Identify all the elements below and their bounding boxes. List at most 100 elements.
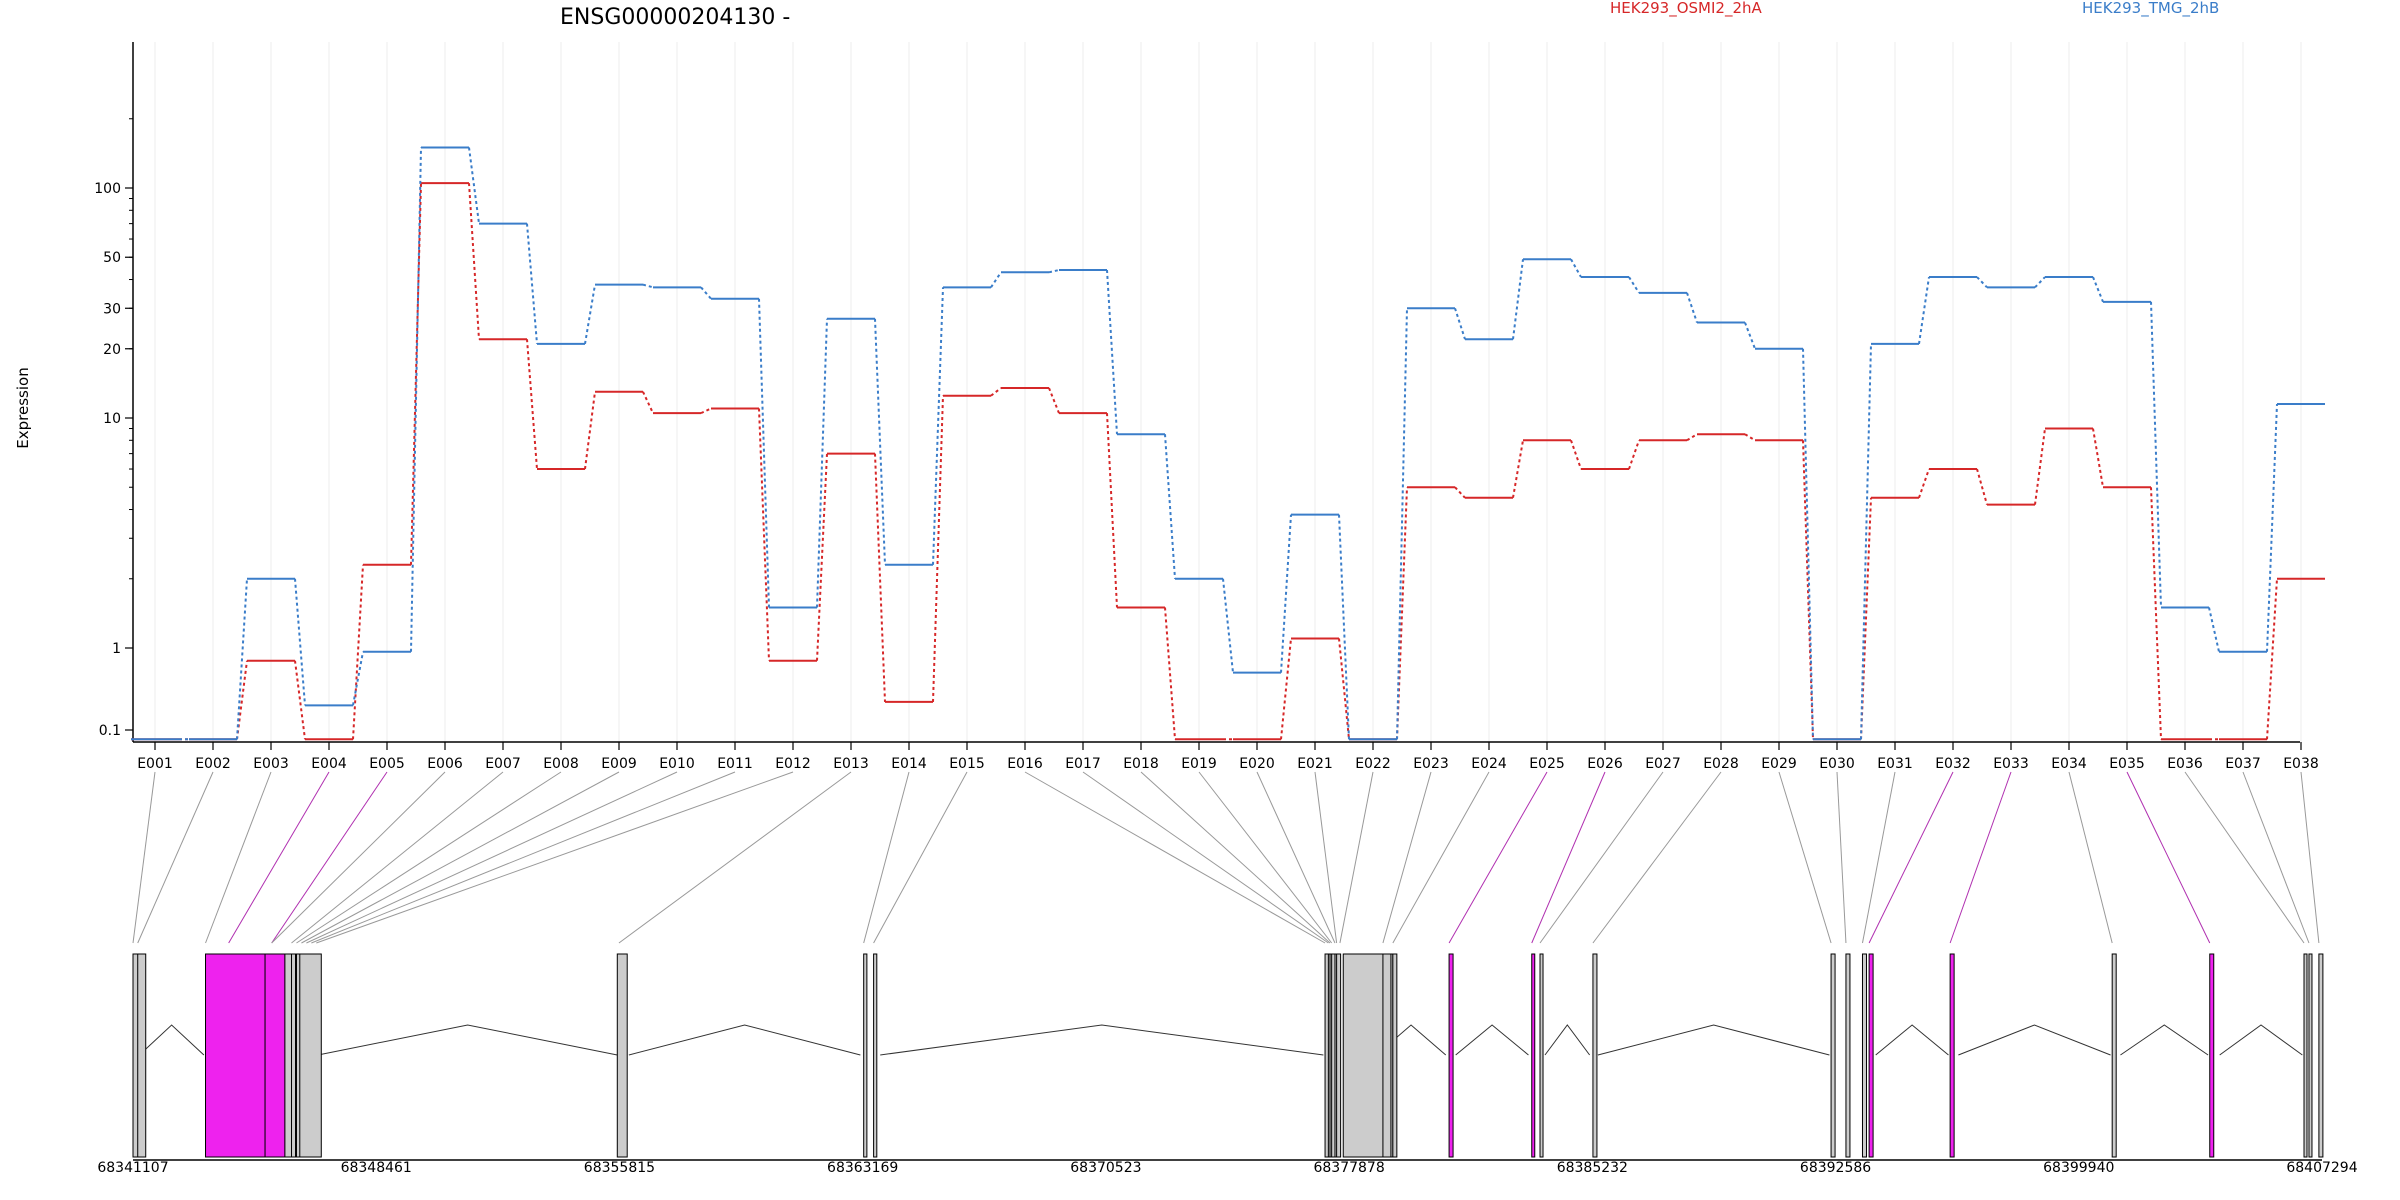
series-connector [2266, 403, 2278, 652]
series-connector [2150, 301, 2162, 608]
series-connector [294, 578, 306, 706]
x-tick-label: E032 [1935, 756, 1971, 772]
exon-connector [271, 771, 446, 944]
genomic-coordinate-label: 68385232 [1557, 1160, 1628, 1176]
x-tick-label: E024 [1471, 756, 1507, 772]
series-connector [584, 391, 596, 470]
x-tick-label: E012 [775, 756, 811, 772]
exon-box [2303, 953, 2308, 1158]
series-connector [1454, 307, 1466, 340]
series-connector [1628, 276, 1640, 294]
exon-box [1539, 953, 1544, 1158]
y-tick-label: 100 [94, 181, 121, 197]
x-tick-label: E013 [833, 756, 869, 772]
exon-box [264, 953, 286, 1158]
series-connector [1628, 439, 1640, 470]
x-tick-label: E002 [195, 756, 231, 772]
series-connector [1106, 269, 1118, 435]
y-tick-label: 50 [103, 250, 121, 266]
axes: 0.1 1 10 20 30 50 100 E001 E002 E003 E004 E005 E006 E… [94, 42, 2319, 772]
exon-connector [316, 771, 794, 944]
genomic-coordinate-label: 68363169 [827, 1160, 898, 1176]
intron-chevron [1597, 1024, 1830, 1056]
series-connector [816, 318, 828, 608]
exon-connector [1392, 771, 1490, 944]
x-tick-label: E003 [253, 756, 289, 772]
series-connector [1512, 440, 1524, 498]
series-connector [932, 395, 944, 702]
exon-connector [2126, 771, 2211, 944]
y-tick-label: 30 [103, 301, 121, 317]
series-connector [2034, 276, 2046, 289]
exon-connector [296, 771, 562, 944]
y-tick-label: 1 [112, 641, 121, 657]
x-tick-label: E016 [1007, 756, 1043, 772]
x-tick-label: E007 [485, 756, 521, 772]
x-tick-label: E031 [1877, 756, 1913, 772]
x-tick-label: E021 [1297, 756, 1333, 772]
series-connector [1802, 440, 1814, 740]
series-connector [294, 660, 306, 740]
x-tick-label: E029 [1761, 756, 1797, 772]
x-tick-label: E018 [1123, 756, 1159, 772]
intron-chevron [1544, 1024, 1591, 1056]
series-connector [932, 287, 944, 565]
series-connector [2266, 578, 2278, 740]
series-connector [1918, 276, 1930, 345]
exon-connector [1140, 771, 1331, 944]
series-connector [1280, 638, 1292, 740]
x-tick-label: E025 [1529, 756, 1565, 772]
series-connector [1280, 514, 1292, 673]
exon-box [1382, 953, 1392, 1158]
exon-box [1949, 953, 1955, 1158]
series-connector [236, 578, 248, 740]
x-tick-label: E037 [2225, 756, 2261, 772]
x-tick-label: E015 [949, 756, 985, 772]
x-tick-label: E028 [1703, 756, 1739, 772]
exon-connector [306, 771, 678, 944]
intron-chevron [628, 1024, 861, 1056]
series-connector [352, 564, 364, 740]
series-connector [1918, 468, 1930, 499]
exon-connector [1448, 771, 1548, 944]
series-connector [816, 453, 828, 661]
series-connector [526, 339, 538, 470]
series-connector [1860, 497, 1872, 740]
exon-connector [2184, 771, 2305, 944]
series-connector [1512, 259, 1524, 340]
intron-chevron [2219, 1024, 2303, 1056]
series-connector [1744, 322, 1756, 350]
x-tick-label: E010 [659, 756, 695, 772]
series-connector [1048, 387, 1060, 414]
exon-connector [1256, 771, 1336, 944]
exon-box [2111, 953, 2117, 1158]
x-tick-label: E019 [1181, 756, 1217, 772]
x-tick-label: E004 [311, 756, 347, 772]
exon-box [2209, 953, 2215, 1158]
intron-chevron [317, 1024, 618, 1056]
gene-model: 68341107 68348461 68355815 68363169 68370523… [97, 953, 2358, 1176]
series-connector [2208, 607, 2220, 652]
exon-connector [205, 771, 272, 944]
intron-chevron [1455, 1024, 1529, 1056]
exon-connector [311, 771, 736, 944]
intron-chevron [1875, 1024, 1949, 1056]
exon-connector [137, 771, 214, 944]
exon-box [616, 953, 628, 1158]
series-connector [700, 407, 712, 415]
series-connector [1164, 607, 1176, 740]
exon-box [873, 953, 878, 1158]
x-tick-label: E027 [1645, 756, 1681, 772]
x-tick-label: E001 [137, 756, 173, 772]
exon-box [1592, 953, 1598, 1158]
series-connector [1744, 433, 1756, 442]
exon-connector [1082, 771, 1329, 944]
y-tick-label: 10 [103, 411, 121, 427]
series-connector [410, 147, 422, 652]
genomic-coordinate-label: 68355815 [584, 1160, 655, 1176]
series-connector [642, 283, 654, 289]
x-tick-label: E026 [1587, 756, 1623, 772]
series-connector [2092, 428, 2104, 488]
series-connector [990, 271, 1002, 288]
